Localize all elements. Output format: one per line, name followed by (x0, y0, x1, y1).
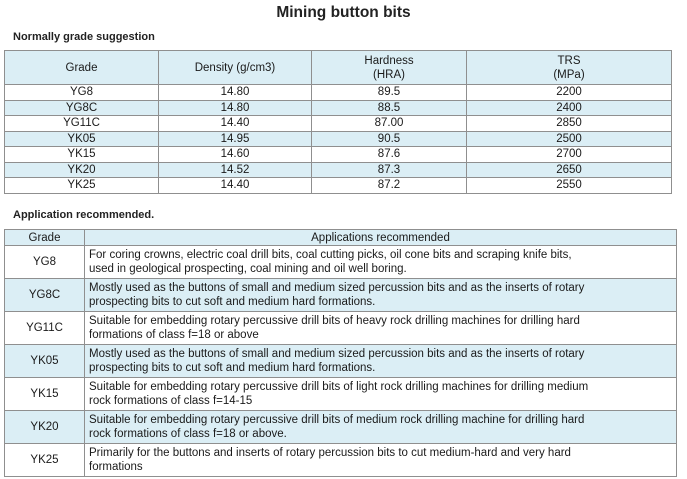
cell-grade: YG8C (4, 278, 85, 312)
cell-application: For coring crowns, electric coal drill b… (84, 245, 677, 279)
header-hardness-line1: Hardness (364, 54, 414, 67)
header-grade: Grade (4, 50, 159, 85)
cell-density: 14.60 (158, 146, 312, 163)
table-row: YG8C Mostly used as the buttons of small… (4, 278, 677, 312)
cell-density: 14.80 (158, 84, 312, 101)
table-header-row: Grade Applications recommended (4, 229, 677, 246)
cell-trs: 2550 (466, 177, 672, 194)
cell-grade: YK25 (4, 443, 85, 477)
cell-application: Suitable for embedding rotary percussive… (84, 410, 677, 444)
header-hardness: Hardness (HRA) (311, 50, 467, 85)
cell-grade: YG11C (4, 115, 159, 132)
application-line: formations (89, 461, 143, 473)
cell-hardness: 87.6 (311, 146, 467, 163)
header-applications: Applications recommended (84, 229, 677, 246)
cell-trs: 2850 (466, 115, 672, 132)
table-row: YG11C Suitable for embedding rotary perc… (4, 311, 677, 345)
cell-hardness: 90.5 (311, 130, 467, 147)
cell-grade: YK15 (4, 146, 159, 163)
application-line: formations of class f=18 or above (89, 329, 259, 341)
cell-application: Suitable for embedding rotary percussive… (84, 377, 677, 411)
cell-application: Mostly used as the buttons of small and … (84, 278, 677, 312)
cell-application: Primarily for the buttons and inserts of… (84, 443, 677, 477)
section-label-applications: Application recommended. (13, 209, 155, 221)
cell-density: 14.40 (158, 115, 312, 132)
cell-trs: 2400 (466, 99, 672, 116)
cell-grade: YK05 (4, 344, 85, 378)
cell-grade: YK25 (4, 177, 159, 194)
application-line: rock formations of class f=18 or above. (89, 428, 287, 440)
grade-properties-table: Grade Density (g/cm3) Hardness (HRA) TRS… (4, 50, 672, 194)
application-line: rock formations of class f=14-15 (89, 395, 253, 407)
header-grade: Grade (4, 229, 85, 246)
cell-trs: 2500 (466, 130, 672, 147)
page-title: Mining button bits (276, 4, 411, 21)
cell-grade: YK15 (4, 377, 85, 411)
cell-grade: YK20 (4, 410, 85, 444)
cell-hardness: 87.2 (311, 177, 467, 194)
cell-hardness: 87.3 (311, 161, 467, 178)
header-trs-line1: TRS (557, 54, 581, 67)
application-line: Mostly used as the buttons of small and … (89, 282, 585, 294)
table-row: YG11C 14.40 87.00 2850 (4, 115, 672, 132)
application-line: Suitable for embedding rotary percussive… (89, 315, 580, 327)
cell-grade: YG11C (4, 311, 85, 345)
cell-grade: YK20 (4, 161, 159, 178)
table-row: YK05 Mostly used as the buttons of small… (4, 344, 677, 378)
header-trs-line2: (MPa) (553, 68, 585, 81)
cell-density: 14.52 (158, 161, 312, 178)
cell-density: 14.80 (158, 99, 312, 116)
application-line: For coring crowns, electric coal drill b… (89, 249, 572, 261)
table-row: YK05 14.95 90.5 2500 (4, 130, 672, 147)
section-label-grade-suggestion: Normally grade suggestion (13, 31, 155, 43)
cell-trs: 2700 (466, 146, 672, 163)
cell-grade: YG8 (4, 84, 159, 101)
application-line: Suitable for embedding rotary percussive… (89, 381, 589, 393)
application-line: used in geological prospecting, coal min… (89, 263, 407, 275)
cell-grade: YK05 (4, 130, 159, 147)
application-line: prospecting bits to cut soft and medium … (89, 362, 376, 374)
cell-grade: YG8C (4, 99, 159, 116)
cell-trs: 2200 (466, 84, 672, 101)
table-row: YG8C 14.80 88.5 2400 (4, 99, 672, 116)
header-density: Density (g/cm3) (158, 50, 312, 85)
cell-density: 14.95 (158, 130, 312, 147)
applications-table: Grade Applications recommended YG8 For c… (4, 229, 677, 477)
cell-trs: 2650 (466, 161, 672, 178)
cell-application: Mostly used as the buttons of small and … (84, 344, 677, 378)
table-row: YK25 14.40 87.2 2550 (4, 177, 672, 194)
cell-hardness: 89.5 (311, 84, 467, 101)
table-row: YK20 14.52 87.3 2650 (4, 161, 672, 178)
application-line: Mostly used as the buttons of small and … (89, 348, 585, 360)
table-row: YG8 14.80 89.5 2200 (4, 84, 672, 101)
cell-grade: YG8 (4, 245, 85, 279)
table-row: YK15 14.60 87.6 2700 (4, 146, 672, 163)
cell-hardness: 87.00 (311, 115, 467, 132)
header-hardness-line2: (HRA) (373, 68, 405, 81)
application-line: prospecting bits to cut soft and medium … (89, 296, 376, 308)
table-row: YK15 Suitable for embedding rotary percu… (4, 377, 677, 411)
table-header-row: Grade Density (g/cm3) Hardness (HRA) TRS… (4, 50, 672, 85)
cell-hardness: 88.5 (311, 99, 467, 116)
header-trs: TRS (MPa) (466, 50, 672, 85)
application-line: Primarily for the buttons and inserts of… (89, 447, 571, 459)
table-row: YG8 For coring crowns, electric coal dri… (4, 245, 677, 279)
cell-application: Suitable for embedding rotary percussive… (84, 311, 677, 345)
cell-density: 14.40 (158, 177, 312, 194)
table-row: YK20 Suitable for embedding rotary percu… (4, 410, 677, 444)
table-row: YK25 Primarily for the buttons and inser… (4, 443, 677, 477)
application-line: Suitable for embedding rotary percussive… (89, 414, 585, 426)
